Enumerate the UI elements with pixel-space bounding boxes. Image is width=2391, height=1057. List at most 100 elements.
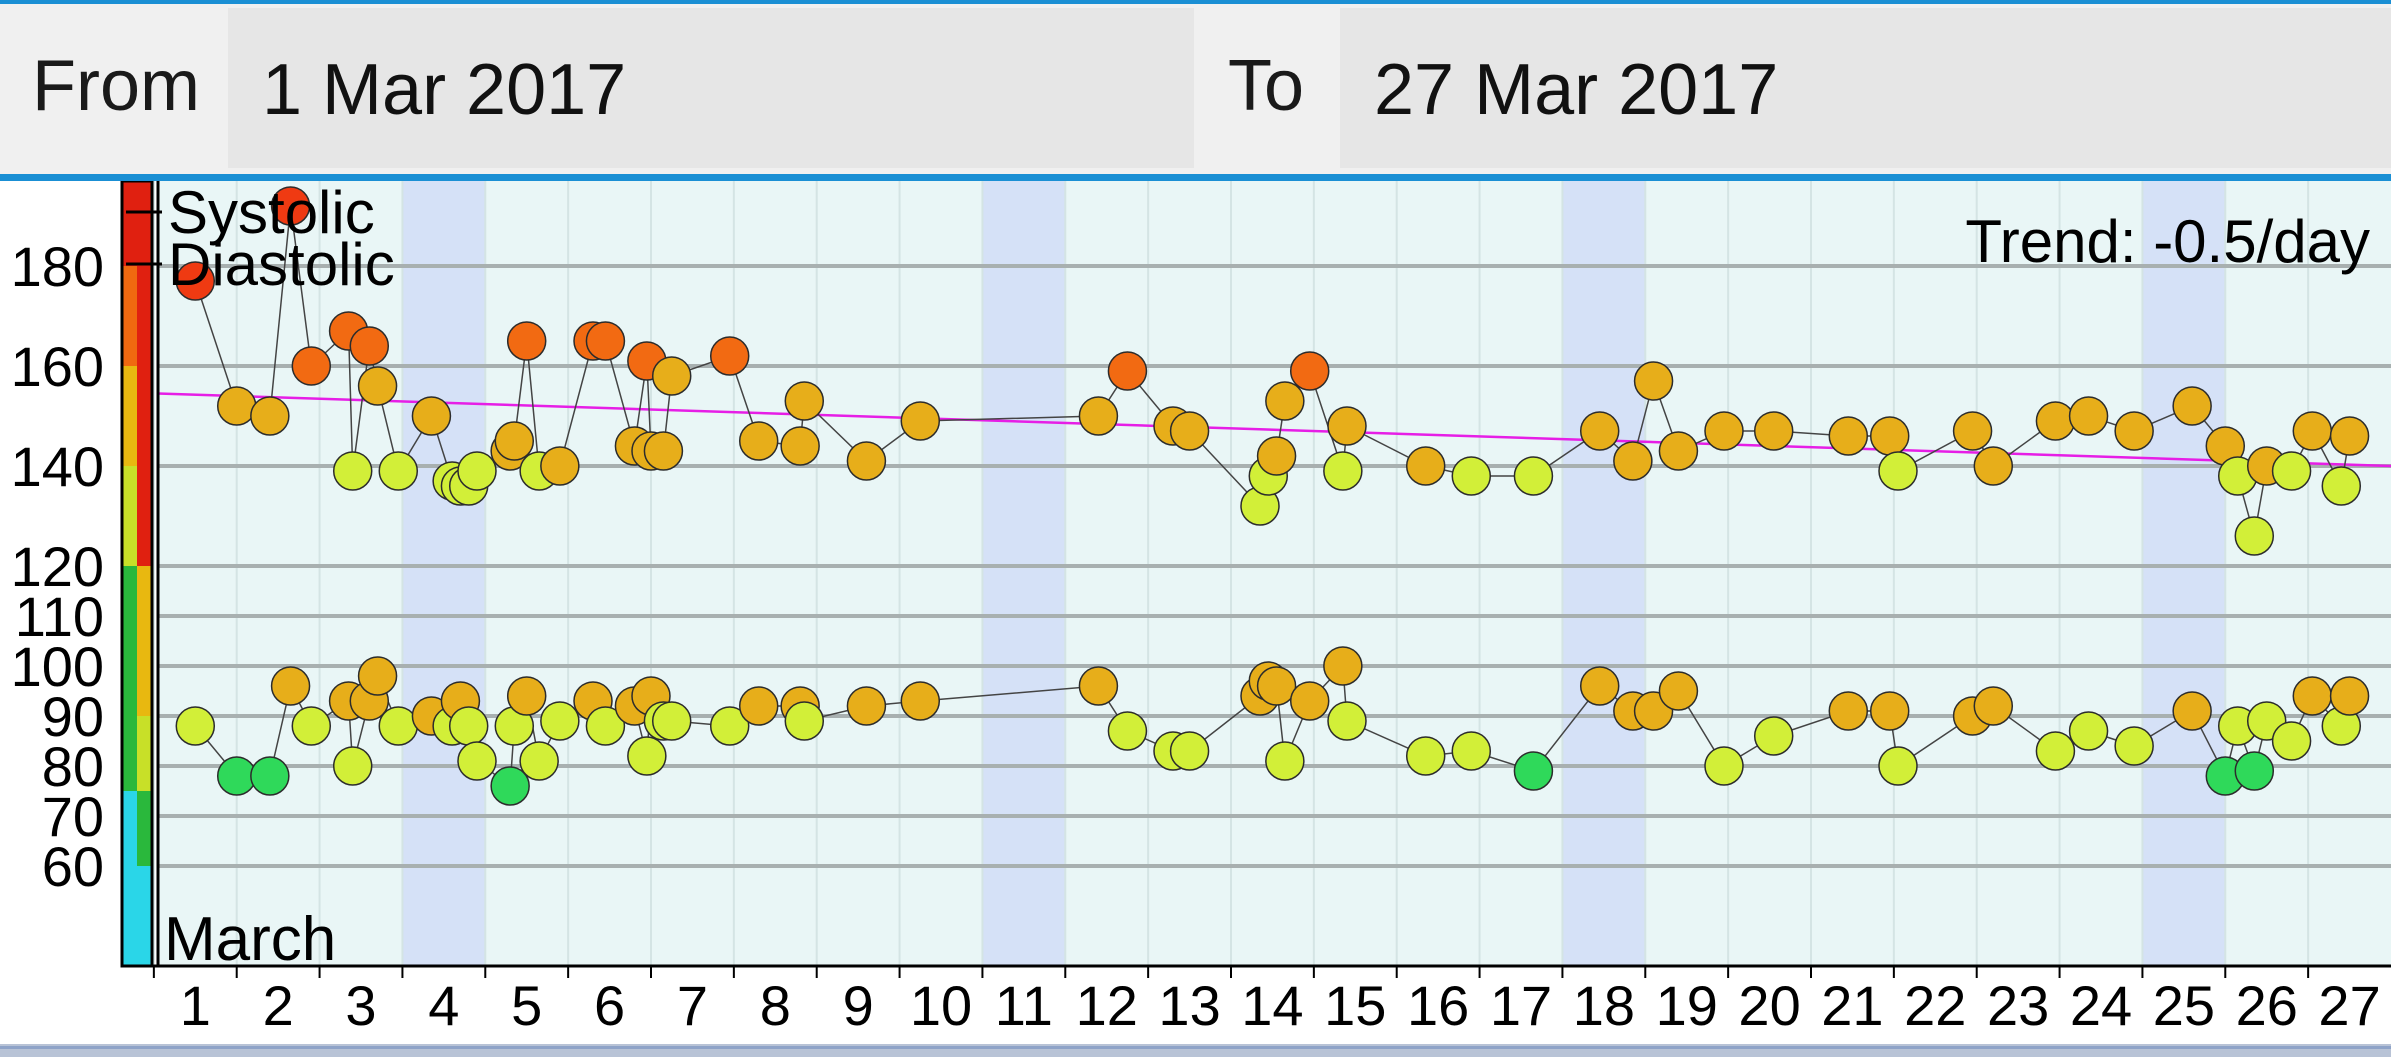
diastolic-point	[651, 701, 692, 741]
systolic-point	[1952, 411, 1993, 451]
y-tick-label: 140	[11, 435, 104, 498]
systolic-point	[270, 186, 311, 226]
systolic-point	[1169, 411, 1210, 451]
x-tick-label: 17	[1490, 974, 1552, 1037]
color-scale-right	[137, 791, 152, 866]
diastolic-point	[709, 706, 750, 746]
legend-diastolic: Diastolic	[168, 231, 395, 298]
systolic-point	[1256, 436, 1297, 476]
systolic-point	[250, 396, 290, 436]
from-date-field[interactable]: 1 Mar 2017	[228, 8, 1194, 168]
x-tick-label: 16	[1407, 974, 1469, 1037]
diastolic-point	[1256, 666, 1297, 706]
systolic-point	[2321, 466, 2362, 506]
x-tick-label: 11	[995, 974, 1053, 1037]
systolic-point	[1753, 411, 1794, 451]
color-scale-right	[137, 366, 152, 466]
color-scale-left	[122, 716, 137, 791]
systolic-point	[2035, 401, 2076, 441]
date-range-header: From 1 Mar 2017 To 27 Mar 2017	[0, 4, 2391, 176]
x-tick-label: 21	[1821, 974, 1883, 1037]
systolic-point	[1265, 381, 1305, 421]
systolic-point	[1613, 441, 1653, 481]
diastolic-point	[1107, 711, 1148, 751]
x-tick-label: 5	[511, 974, 542, 1037]
diastolic-point	[1078, 666, 1119, 706]
x-tick-label: 1	[180, 974, 211, 1037]
diastolic-point	[490, 766, 530, 806]
systolic-point	[332, 451, 373, 491]
diastolic-point	[2329, 676, 2370, 716]
diastolic-point	[2068, 711, 2109, 751]
diastolic-point	[1828, 691, 1869, 731]
diastolic-point	[2172, 691, 2212, 731]
diastolic-point	[250, 756, 290, 796]
diastolic-point	[846, 686, 887, 726]
trend-line	[157, 392, 2391, 468]
weekend-band	[2142, 181, 2225, 966]
diastolic-point	[1658, 671, 1699, 711]
x-tick-label: 26	[2236, 974, 2298, 1037]
x-tick-label: 8	[760, 974, 791, 1037]
diastolic-point	[1451, 731, 1492, 771]
plot-background	[158, 181, 2391, 966]
diastolic-point	[332, 746, 373, 786]
diastolic-point	[585, 706, 626, 746]
systolic-point	[1658, 431, 1699, 471]
systolic-point	[357, 366, 398, 406]
diastolic-point	[627, 736, 667, 776]
systolic-point	[2234, 516, 2275, 556]
systolic-point	[1451, 456, 1492, 496]
diastolic-point	[448, 706, 489, 746]
diastolic-point	[1579, 666, 1620, 706]
diastolic-point	[900, 681, 941, 721]
x-tick-label: 10	[910, 974, 972, 1037]
diastolic-point	[2234, 751, 2275, 791]
diastolic-point	[519, 741, 559, 781]
systolic-point	[1633, 361, 1674, 401]
diastolic-point	[457, 741, 497, 781]
systolic-point	[349, 326, 390, 366]
color-scale-left	[122, 181, 137, 266]
diastolic-point	[2271, 721, 2312, 761]
systolic-point	[2271, 451, 2312, 491]
y-tick-label: 160	[11, 335, 104, 398]
x-tick-label: 18	[1573, 974, 1635, 1037]
blood-pressure-chart: 1 2 3 4 5 6 7 8 9 10 11 12 13 14 15 16 17 18 19 20 21 22 23 24 2…	[11, 181, 2391, 1037]
systolic-point	[2114, 411, 2154, 451]
systolic-point	[585, 321, 626, 361]
systolic-point	[216, 386, 257, 426]
diastolic-point	[540, 701, 580, 741]
systolic-point	[784, 381, 825, 421]
y-tick-label: 90	[42, 685, 104, 748]
systolic-point	[1327, 406, 1367, 446]
y-tick-label: 100	[11, 635, 104, 698]
systolic-point	[540, 446, 580, 486]
systolic-point	[2172, 386, 2212, 426]
diastolic-point	[270, 666, 311, 706]
diastolic-point	[1753, 716, 1794, 756]
systolic-point	[1513, 456, 1554, 496]
diastolic-point	[2292, 676, 2333, 716]
to-date-field[interactable]: 27 Mar 2017	[1340, 8, 2391, 168]
y-tick-label: 70	[42, 785, 104, 848]
systolic-point	[457, 451, 497, 491]
trend-label: Trend: -0.5/day	[1965, 208, 2370, 275]
weekend-band	[982, 181, 1065, 966]
weekend-band	[402, 181, 485, 966]
systolic-point	[651, 356, 692, 396]
systolic-point	[1107, 351, 1148, 391]
to-label: To	[1228, 46, 1305, 126]
systolic-point	[494, 421, 535, 461]
color-scale-right	[137, 466, 152, 566]
systolic-point	[378, 451, 419, 491]
header-separator	[0, 174, 2391, 181]
x-tick-label: 6	[594, 974, 625, 1037]
diastolic-point	[1327, 701, 1367, 741]
color-scale-right	[137, 716, 152, 791]
x-tick-label: 15	[1324, 974, 1386, 1037]
diastolic-point	[1869, 691, 1910, 731]
diastolic-point	[2114, 726, 2154, 766]
systolic-point	[506, 321, 547, 361]
x-tick-label: 4	[428, 974, 459, 1037]
